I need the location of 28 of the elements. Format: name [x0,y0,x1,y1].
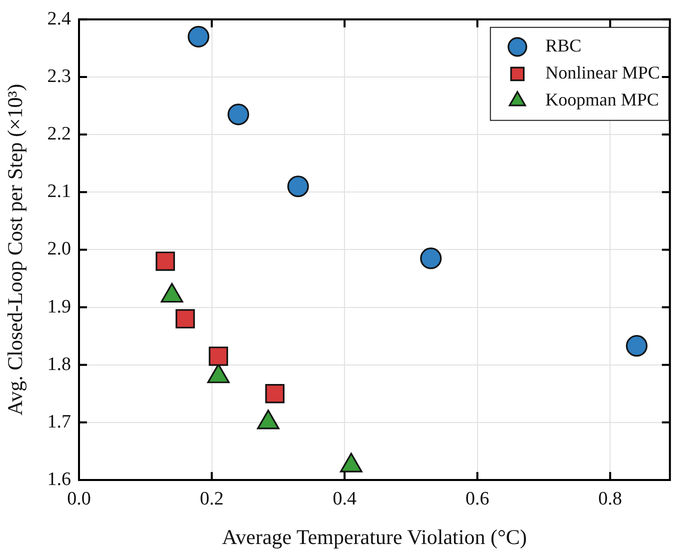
y-tick-label: 2.4 [47,8,72,30]
legend-label: Koopman MPC [545,90,659,110]
y-tick-label: 2.2 [47,124,71,145]
point [176,309,195,328]
point [265,384,284,404]
y-tick-label: 2.0 [47,238,71,260]
y-tick-label: 2.3 [47,66,71,87]
legend-label: Nonlinear MPC [545,62,660,83]
y-tick-label: 2.1 [47,181,71,202]
point [420,248,442,270]
point [287,176,309,198]
point [208,346,228,366]
legend-label: RBC [545,36,582,56]
x-tick-label: 0.6 [465,488,490,510]
x-tick-label: 0.2 [200,488,224,510]
y-tick-label: 1.9 [47,296,71,318]
y-axis-title: Avg. Closed-Loop Cost per Step (×10³) [3,84,28,416]
point [188,26,210,48]
y-tick-label: 1.7 [47,411,71,432]
x-axis-title: Average Temperature Violation (°C) [222,524,527,549]
x-tick-label: 0.8 [598,488,622,510]
point [626,335,648,357]
y-tick-label: 1.6 [47,468,71,490]
point [228,104,250,126]
x-tick-label: 0.4 [332,488,357,510]
x-tick-label: 0.0 [67,488,91,510]
y-tick-label: 1.8 [47,354,71,375]
point [156,252,175,271]
